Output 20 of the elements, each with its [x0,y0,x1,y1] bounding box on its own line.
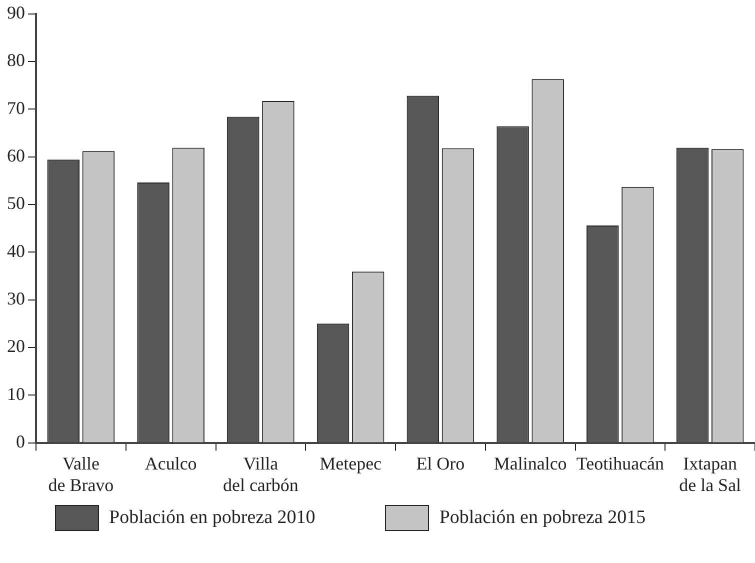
x-tick-label: Ixtapan de la Sal [679,453,742,495]
y-tick-label: 50 [7,193,25,214]
x-tick-label: Teotihuacán [576,453,664,474]
y-tick-label: 70 [7,98,25,118]
legend-label: Población en pobreza 2010 [109,507,316,529]
x-tick-label: Valle de Bravo [48,453,114,495]
x-tick-label: Malinalco [494,453,567,474]
x-tick-label: Metepec [320,453,382,474]
y-tick-label: 60 [7,146,25,166]
legend-label: Población en pobreza 2015 [439,507,646,529]
y-tick-label: 90 [7,2,25,23]
y-tick-label: 40 [7,240,25,261]
y-tick-label: 80 [7,50,25,70]
y-tick-label: 0 [16,432,25,452]
y-tick-label: 10 [7,384,25,404]
y-tick-label: 30 [7,288,25,309]
y-tick-label: 20 [7,336,25,356]
x-tick-label: Aculco [144,453,197,474]
x-tick-label: El Oro [416,453,465,474]
x-tick-label: Villa del carbón [222,453,298,495]
